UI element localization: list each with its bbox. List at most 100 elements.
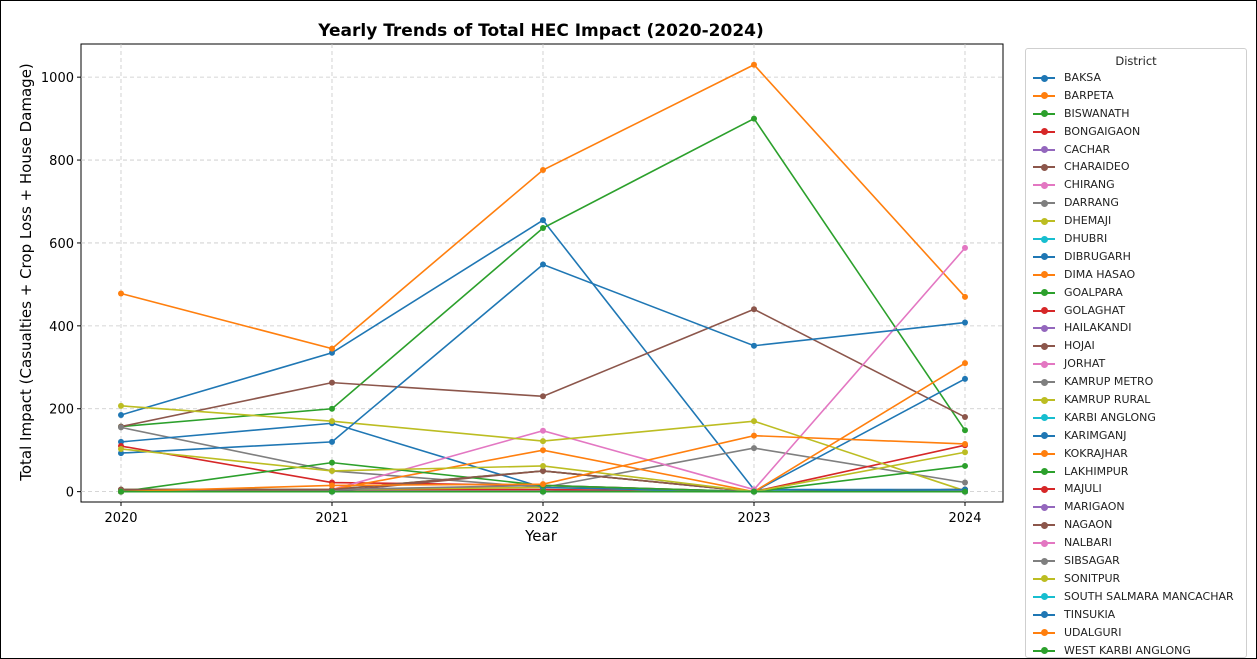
- data-point: [329, 482, 335, 489]
- legend-label: SIBSAGAR: [1064, 554, 1120, 568]
- legend-item: BONGAIGAON: [1026, 123, 1246, 141]
- legend-item: KAMRUP RURAL: [1026, 391, 1246, 409]
- legend-swatch: [1033, 181, 1055, 189]
- legend-swatch: [1033, 414, 1055, 422]
- data-point: [751, 418, 757, 425]
- legend-item: DARRANG: [1026, 194, 1246, 212]
- legend-swatch: [1033, 253, 1055, 261]
- data-point: [962, 462, 968, 469]
- data-point: [962, 293, 968, 300]
- legend-swatch: [1033, 163, 1055, 171]
- legend-swatch: [1033, 593, 1055, 601]
- legend-item: KOKRAJHAR: [1026, 445, 1246, 463]
- legend-swatch: [1033, 396, 1055, 404]
- legend-item: UDALGURI: [1026, 624, 1246, 642]
- data-point: [540, 462, 546, 469]
- legend-label: DIMA HASAO: [1064, 267, 1136, 281]
- legend-item: LAKHIMPUR: [1026, 463, 1246, 481]
- data-point: [962, 488, 968, 495]
- legend: District BAKSA BARPETA BISWANATH BONGAIGAON…: [1025, 48, 1247, 658]
- legend-label: BAKSA: [1064, 71, 1101, 84]
- data-point: [329, 379, 335, 386]
- legend-swatch: [1033, 217, 1055, 225]
- y-axis-ticks: 0 200 400 600 800 1000: [41, 71, 81, 501]
- data-point: [118, 402, 124, 409]
- data-point: [118, 424, 124, 431]
- legend-swatch: [1033, 611, 1055, 619]
- legend-swatch: [1033, 432, 1055, 440]
- series-karimganj: [118, 261, 968, 457]
- legend-label: KAMRUP RURAL: [1064, 393, 1151, 407]
- y-tick-label: 1000: [41, 71, 74, 86]
- legend-label: HOJAI: [1064, 339, 1095, 353]
- data-point: [751, 306, 757, 313]
- legend-label: TINSUKIA: [1064, 607, 1116, 621]
- legend-swatch: [1033, 450, 1055, 458]
- series-barpeta: [118, 61, 968, 352]
- legend-item: NAGAON: [1026, 516, 1246, 534]
- legend-swatch: [1033, 289, 1055, 297]
- legend-swatch: [1033, 647, 1055, 654]
- chart-title: Yearly Trends of Total HEC Impact (2020-…: [317, 21, 764, 41]
- plot-area: [80, 43, 1004, 503]
- legend-swatch: [1033, 468, 1055, 476]
- legend-label: GOLAGHAT: [1064, 303, 1126, 317]
- data-point: [751, 61, 757, 68]
- legend-label: NALBARI: [1064, 536, 1112, 550]
- legend-item: CHARAIDEO: [1026, 158, 1246, 176]
- legend-swatch: [1033, 146, 1055, 154]
- data-point: [751, 342, 757, 349]
- data-point: [118, 488, 124, 495]
- legend-item: KARBI ANGLONG: [1026, 409, 1246, 427]
- x-tick-label: 2021: [315, 511, 348, 526]
- legend-item: CACHAR: [1026, 141, 1246, 159]
- data-point: [118, 450, 124, 457]
- legend-item: MAJULI: [1026, 480, 1246, 498]
- legend-title: District: [1115, 54, 1157, 68]
- series-charaideo: [118, 306, 968, 430]
- legend-label: BONGAIGAON: [1064, 124, 1141, 138]
- x-axis-ticks: 2020 2021 2022 2023 2024: [104, 502, 982, 526]
- data-point: [540, 467, 546, 474]
- legend-item: GOLAGHAT: [1026, 302, 1246, 320]
- legend-item: DHUBRI: [1026, 230, 1246, 248]
- legend-item: DIBRUGARH: [1026, 248, 1246, 266]
- data-point: [962, 449, 968, 456]
- legend-label: DHUBRI: [1064, 232, 1108, 246]
- data-point: [962, 440, 968, 447]
- legend-swatch: [1033, 521, 1055, 529]
- data-point: [962, 319, 968, 326]
- legend-item: CHIRANG: [1026, 176, 1246, 194]
- x-tick-label: 2020: [104, 511, 137, 526]
- x-tick-label: 2023: [737, 511, 770, 526]
- data-point: [540, 167, 546, 174]
- legend-label: DIBRUGARH: [1064, 249, 1131, 263]
- data-point: [329, 418, 335, 425]
- data-point: [751, 488, 757, 495]
- series-group: [118, 61, 968, 495]
- legend-label: DARRANG: [1064, 196, 1119, 210]
- data-point: [540, 488, 546, 495]
- legend-swatch: [1033, 485, 1055, 493]
- legend-item: KAMRUP METRO: [1026, 373, 1246, 391]
- legend-item: DIMA HASAO: [1026, 266, 1246, 284]
- legend-item: GOALPARA: [1026, 284, 1246, 302]
- legend-item: BAKSA: [1026, 69, 1246, 87]
- legend-swatch: [1033, 199, 1055, 207]
- data-point: [540, 261, 546, 268]
- x-tick-label: 2022: [526, 511, 559, 526]
- data-point: [751, 432, 757, 439]
- data-point: [962, 479, 968, 486]
- y-tick-label: 400: [49, 320, 74, 335]
- data-point: [329, 345, 335, 352]
- data-point: [540, 427, 546, 434]
- legend-item: DHEMAJI: [1026, 212, 1246, 230]
- data-point: [962, 360, 968, 367]
- legend-label: DHEMAJI: [1064, 214, 1112, 228]
- legend-swatch: [1033, 324, 1055, 332]
- legend-swatch: [1033, 271, 1055, 279]
- series-west-karbi-anglong: [118, 488, 968, 495]
- x-tick-label: 2024: [948, 511, 981, 526]
- legend-label: GOALPARA: [1064, 285, 1123, 299]
